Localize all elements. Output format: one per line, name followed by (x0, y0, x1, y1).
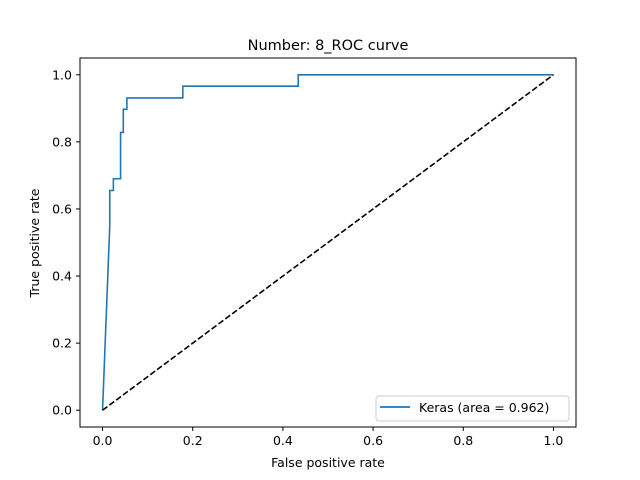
y-tick-label: 0.4 (52, 269, 72, 284)
y-axis-label: True positive rate (27, 188, 42, 298)
chance-diagonal-line (102, 74, 554, 411)
x-tick-label: 0.4 (273, 433, 293, 448)
legend-label-keras: Keras (area = 0.962) (419, 400, 549, 415)
x-tick-label: 1.0 (544, 433, 564, 448)
y-tick-label: 0.8 (52, 134, 72, 149)
x-tick-label: 0.2 (183, 433, 203, 448)
y-axis: 0.0 0.2 0.4 0.6 0.8 1.0 (52, 67, 80, 418)
legend: Keras (area = 0.962) (375, 395, 570, 422)
y-tick-label: 0.6 (52, 201, 72, 216)
chart-title: Number: 8_ROC curve (248, 38, 409, 54)
x-tick-label: 0.0 (93, 433, 113, 448)
plot-frame (79, 57, 577, 428)
y-tick-label: 1.0 (52, 67, 72, 82)
x-tick-label: 0.6 (363, 433, 383, 448)
plot-area (79, 57, 577, 428)
x-axis: 0.0 0.2 0.4 0.6 0.8 1.0 (93, 427, 564, 448)
x-axis-label: False positive rate (271, 455, 385, 470)
roc-curve-keras (101, 73, 554, 411)
y-tick-label: 0.0 (52, 403, 72, 418)
y-tick-label: 0.2 (52, 336, 72, 351)
legend-box (375, 395, 570, 422)
x-tick-label: 0.8 (453, 433, 473, 448)
